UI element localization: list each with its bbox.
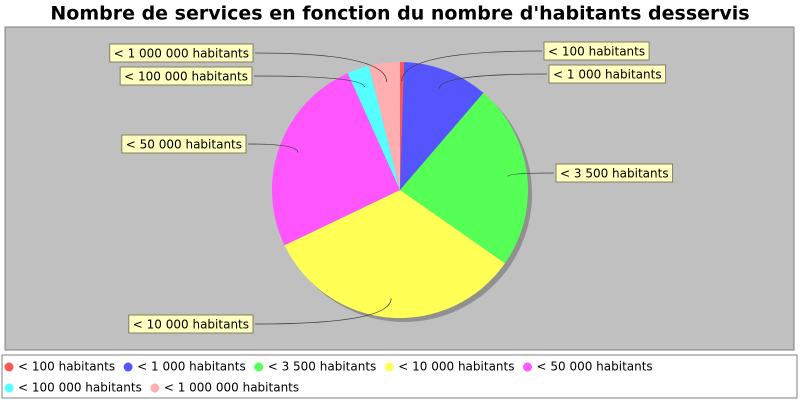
label-box [121,134,247,154]
label-box [119,66,253,86]
label-box [543,41,650,61]
pie-slice [272,73,400,246]
leader-line [247,143,299,153]
legend-marker [522,362,532,372]
legend-label: < 100 000 habitants [18,381,142,395]
slice-label: < 50 000 habitants [126,138,242,152]
legend-marker [254,362,264,372]
pie-slice [347,65,400,190]
label-box [555,163,674,183]
slice-label: < 10 000 habitants [133,318,249,332]
label-box [548,64,667,84]
legend-label: < 100 habitants [18,360,115,374]
legend-marker [4,383,14,393]
label-box [128,314,254,334]
slice-label: < 3 500 habitants [560,167,669,181]
legend-marker [150,383,160,393]
pie-slice [368,62,400,190]
pie-slice [400,62,405,190]
legend-label: < 1 000 habitants [137,360,246,374]
leader-line [253,75,365,88]
legend-label: < 50 000 habitants [536,360,652,374]
chart-title: Nombre de services en fonction du nombre… [50,3,749,25]
legend-marker [4,362,14,372]
slice-label: < 100 000 habitants [124,70,248,84]
legend-marker [384,362,394,372]
leader-line [254,298,392,325]
pie-slice [284,190,505,318]
legend-label: < 3 500 habitants [268,360,377,374]
slice-label: < 100 habitants [548,45,645,59]
slice-label: < 1 000 habitants [553,68,662,82]
legend-label: < 10 000 habitants [398,360,514,374]
leader-line [439,73,548,89]
legend-marker [123,362,133,372]
pie-slice [400,62,484,191]
slice-label: < 1 000 000 habitants [114,47,249,61]
legend [1,354,798,399]
leader-line [507,172,555,177]
pie-slice [400,92,528,264]
leader-line [254,52,388,83]
legend-label: < 1 000 000 habitants [164,381,299,395]
leader-line [401,50,543,82]
label-box [109,43,254,63]
